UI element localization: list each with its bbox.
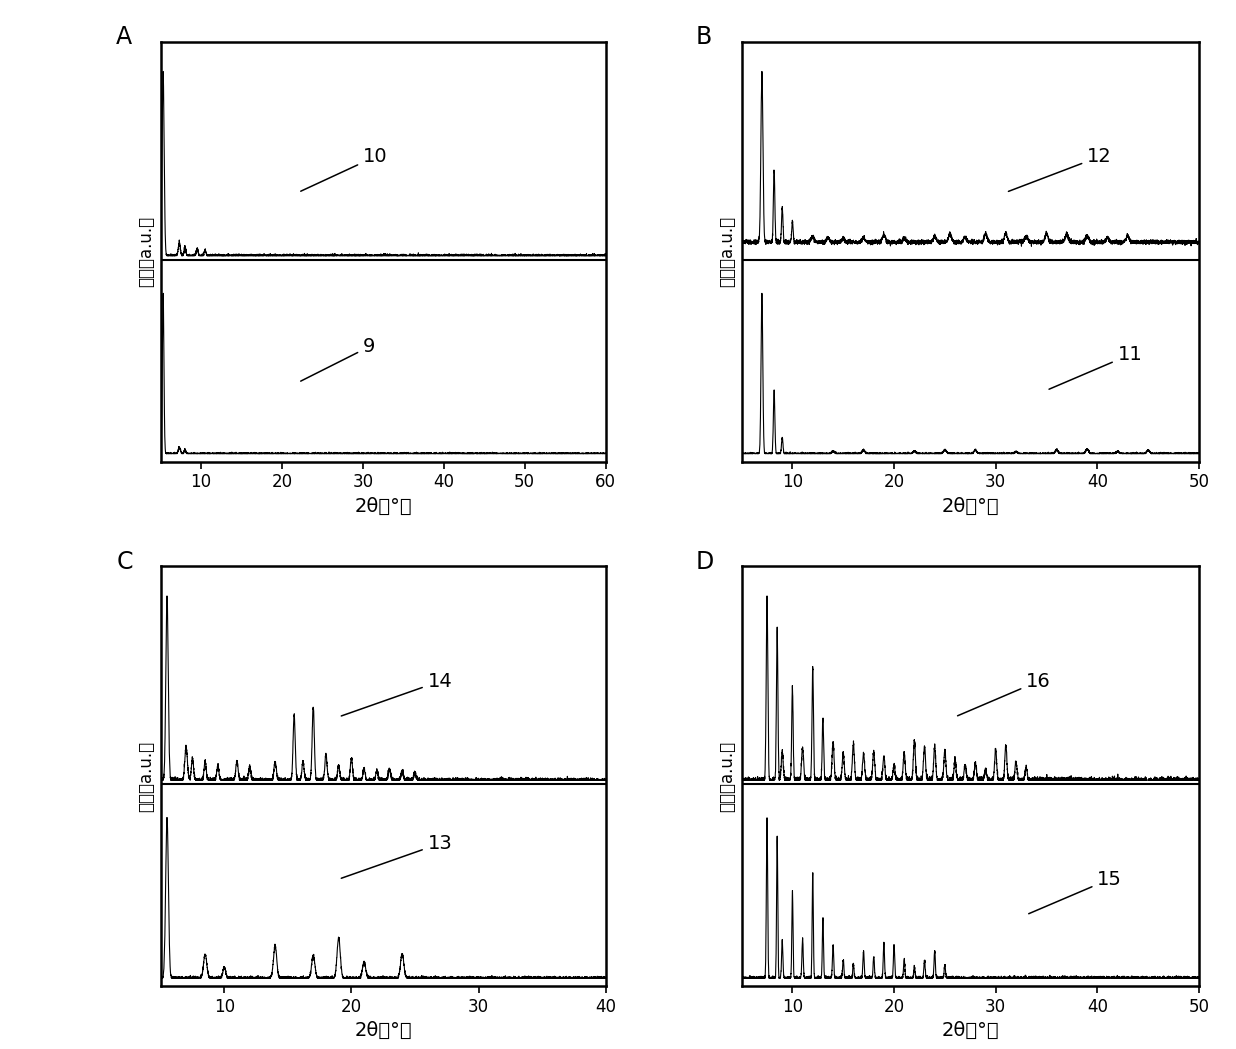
Text: 9: 9: [300, 338, 376, 381]
Y-axis label: 强度（a.u.）: 强度（a.u.）: [718, 741, 737, 812]
Text: D: D: [696, 550, 714, 574]
Text: C: C: [116, 550, 132, 574]
Text: 15: 15: [1028, 870, 1122, 914]
Y-axis label: 强度（a.u.）: 强度（a.u.）: [137, 741, 156, 812]
Text: 11: 11: [1049, 345, 1142, 389]
X-axis label: 2θ（°）: 2θ（°）: [355, 1022, 412, 1041]
Text: A: A: [116, 25, 132, 49]
X-axis label: 2θ（°）: 2θ（°）: [355, 497, 412, 516]
Text: 13: 13: [341, 834, 452, 878]
Text: 12: 12: [1009, 147, 1112, 191]
X-axis label: 2θ（°）: 2θ（°）: [942, 497, 999, 516]
Text: 10: 10: [300, 147, 388, 191]
Text: B: B: [696, 25, 712, 49]
Text: 14: 14: [341, 671, 452, 716]
Y-axis label: 强度（a.u.）: 强度（a.u.）: [718, 216, 737, 287]
X-axis label: 2θ（°）: 2θ（°）: [942, 1022, 999, 1041]
Text: 16: 16: [958, 671, 1051, 715]
Y-axis label: 强度（a.u.）: 强度（a.u.）: [137, 216, 156, 287]
